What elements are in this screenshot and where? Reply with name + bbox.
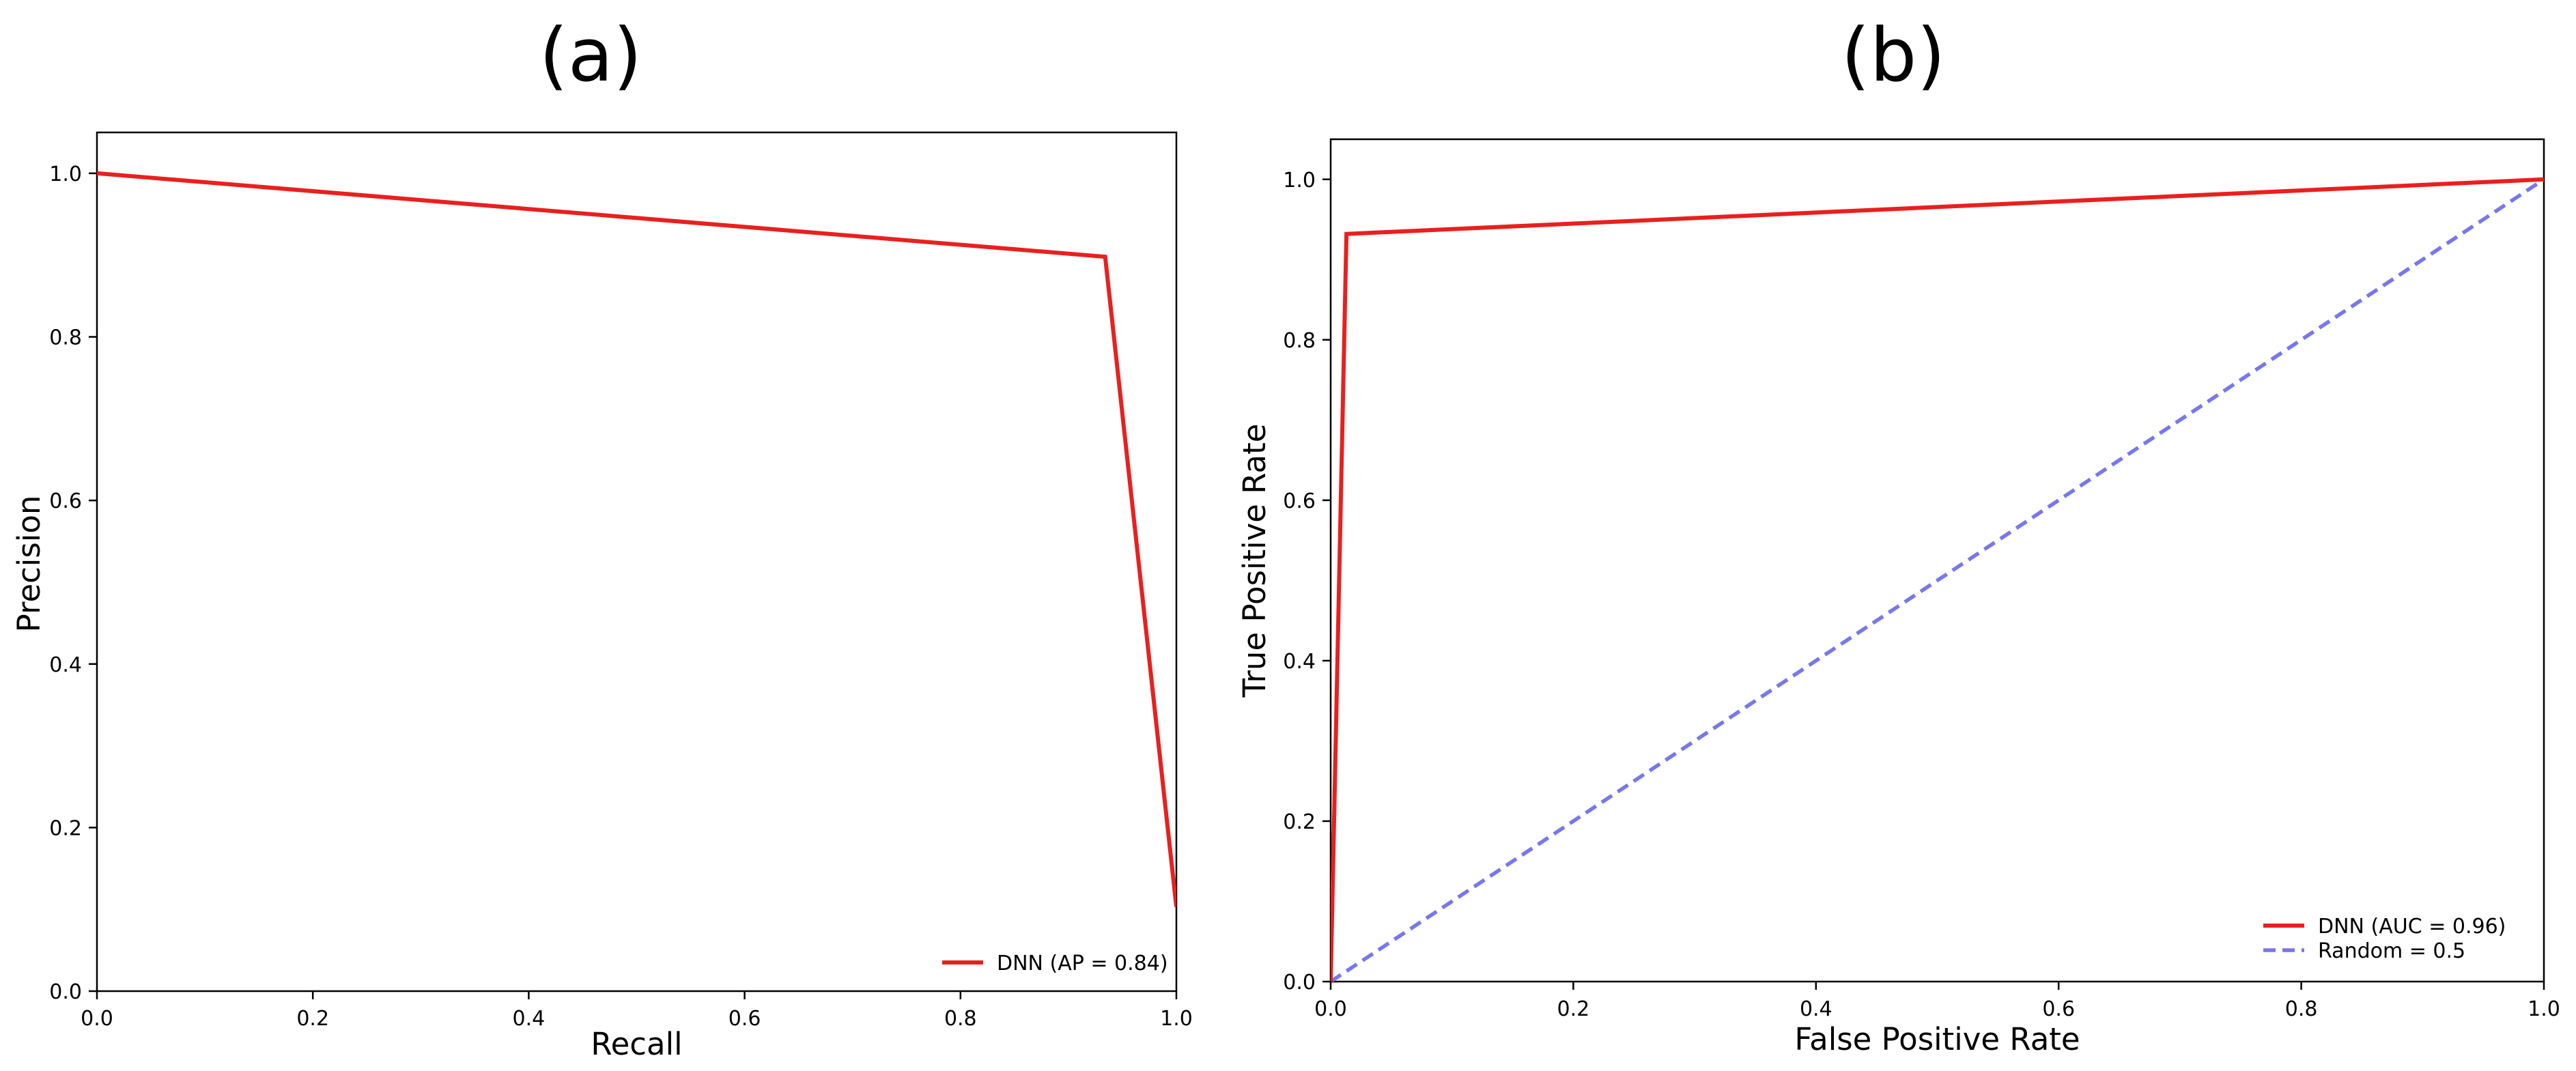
y-tick-label: 0.8 [49, 326, 82, 350]
legend-label: Random = 0.5 [2318, 939, 2465, 963]
y-tick-label: 0.6 [49, 489, 82, 513]
chart-title: (b) [1841, 13, 1946, 98]
y-axis-label: Precision [11, 496, 47, 633]
x-tick-label: 0.6 [728, 1007, 761, 1031]
panel-b: (b) 0.0 0.2 0.4 0.6 0.8 1.0 0.0 0.2 0.4 0.6 0.8 1.0 F… [1236, 13, 2560, 1057]
y-tick-label: 0.2 [49, 816, 82, 840]
legend-label: DNN (AP = 0.84) [997, 952, 1168, 975]
y-tick-label: 1.0 [49, 162, 82, 186]
y-tick-label: 0.0 [49, 980, 82, 1004]
y-axis-label: True Positive Rate [1236, 424, 1273, 698]
x-tick-label: 0.6 [2042, 997, 2075, 1021]
y-tick-label: 0.6 [1283, 489, 1316, 513]
x-tick-label: 0.0 [1314, 997, 1347, 1021]
x-tick-label: 0.8 [2285, 997, 2318, 1021]
x-axis-label: Recall [591, 1026, 682, 1062]
panel-a: (a) 0.0 0.2 0.4 0.6 0.8 1.0 0.0 0.2 0.4 0.6 0.8 1.0 R… [11, 13, 1193, 1062]
series-line-random-0-5 [1331, 177, 2544, 982]
series-line-dnn-auc-0-96 [1331, 177, 2544, 982]
x-tick-label: 0.4 [513, 1007, 546, 1031]
y-tick-label: 1.0 [1283, 169, 1316, 192]
x-tick-label: 1.0 [2528, 997, 2560, 1021]
series-line-dnn-ap-0-84 [97, 171, 1176, 907]
x-tick-label: 0.8 [944, 1007, 977, 1031]
y-tick-label: 0.4 [49, 653, 82, 677]
y-tick-label: 0.0 [1283, 971, 1316, 995]
y-tick-label: 0.4 [1283, 650, 1316, 674]
legend-label: DNN (AUC = 0.96) [2318, 915, 2506, 939]
chart-title: (a) [539, 13, 642, 98]
x-tick-label: 1.0 [1160, 1007, 1193, 1031]
x-tick-label: 0.4 [1800, 997, 1832, 1021]
y-tick-label: 0.8 [1283, 329, 1316, 353]
x-tick-label: 0.0 [81, 1007, 113, 1031]
x-tick-label: 0.2 [1557, 997, 1590, 1021]
x-tick-label: 0.2 [296, 1007, 329, 1031]
x-axis-label: False Positive Rate [1794, 1021, 2080, 1057]
plot-frame [1329, 138, 2545, 983]
plot-frame [96, 131, 1178, 993]
y-tick-label: 0.2 [1283, 810, 1316, 834]
